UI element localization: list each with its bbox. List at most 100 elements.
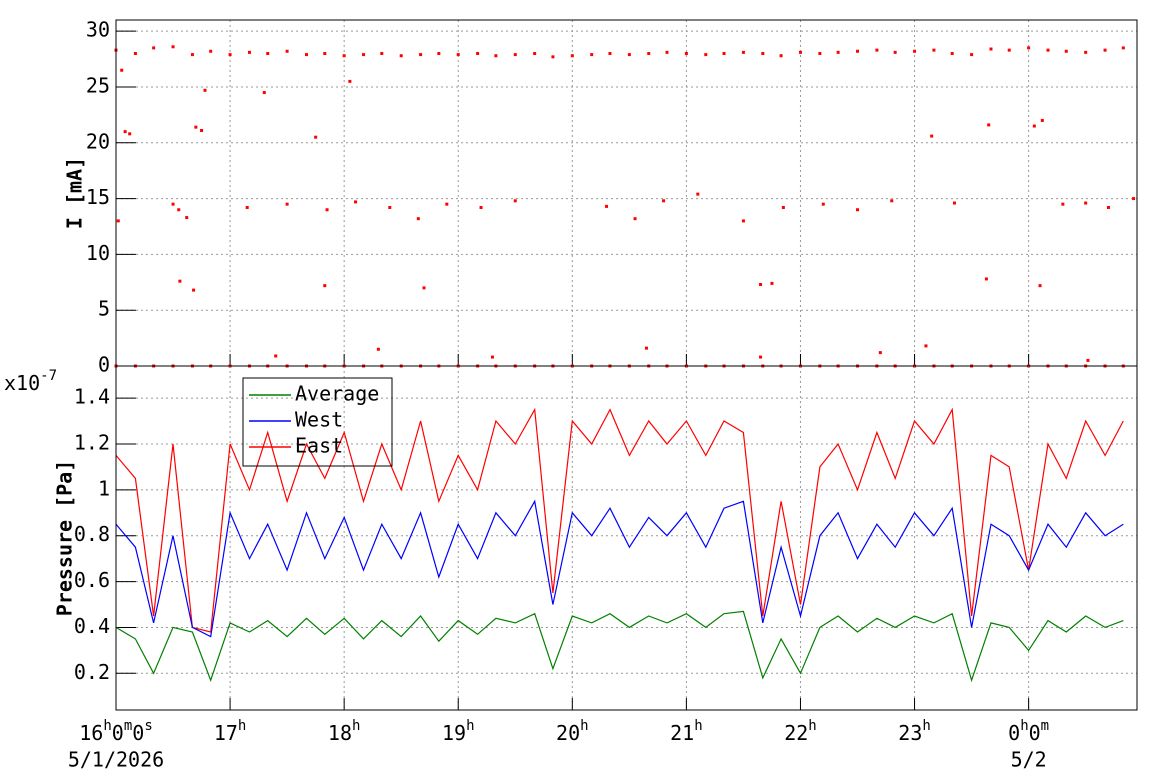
point xyxy=(590,53,594,57)
point xyxy=(323,51,327,55)
x-tick-label: 22h xyxy=(784,718,817,745)
point xyxy=(399,54,403,58)
point xyxy=(171,45,175,49)
point xyxy=(348,79,352,83)
point xyxy=(741,50,745,54)
point xyxy=(987,123,991,127)
x-tick-label: 0h0m xyxy=(1008,718,1049,745)
point xyxy=(1027,46,1031,50)
legend-box xyxy=(242,377,393,467)
point xyxy=(285,202,289,206)
point xyxy=(821,202,825,206)
point xyxy=(984,277,988,281)
x-tick-label: 21h xyxy=(670,718,703,745)
point xyxy=(228,53,232,57)
y-axis-label: Pressure [Pa] xyxy=(53,460,77,617)
plot-area xyxy=(114,45,1136,368)
point xyxy=(362,53,366,57)
y-axis-label: I [mA] xyxy=(63,157,87,229)
point xyxy=(856,208,860,212)
point xyxy=(194,125,198,129)
point xyxy=(513,199,517,203)
point xyxy=(696,192,700,196)
point xyxy=(1032,124,1036,128)
point xyxy=(490,355,494,359)
point xyxy=(1132,197,1136,201)
y-tick-label: 20 xyxy=(86,129,110,153)
x-tick-label: 18h xyxy=(328,718,361,745)
point xyxy=(123,130,127,134)
point xyxy=(856,49,860,53)
point xyxy=(930,134,934,138)
point xyxy=(741,219,745,223)
x-tick-label: 16h0m0s xyxy=(79,718,153,745)
point xyxy=(185,216,189,220)
point xyxy=(893,50,897,54)
x-tick-label: 17h xyxy=(214,718,247,745)
point xyxy=(133,51,137,55)
point xyxy=(878,351,882,355)
point xyxy=(116,219,120,223)
point xyxy=(684,51,688,55)
y-tick-label: 1.4 xyxy=(74,385,110,409)
y-tick-label: 30 xyxy=(86,18,110,42)
point xyxy=(200,128,204,132)
point xyxy=(380,51,384,55)
point xyxy=(1121,46,1125,50)
point xyxy=(952,201,956,205)
point xyxy=(274,354,278,358)
y-tick-label: 1.2 xyxy=(74,430,110,454)
series-line xyxy=(115,407,1124,633)
point xyxy=(647,51,651,55)
point xyxy=(245,206,249,210)
x-tick-label: 23h xyxy=(898,718,931,745)
point xyxy=(192,288,196,292)
point xyxy=(314,135,318,139)
point xyxy=(662,199,666,203)
point xyxy=(177,208,181,212)
y-tick-label: 0 xyxy=(98,353,110,377)
y-tick-label: 5 xyxy=(98,297,110,321)
point xyxy=(950,51,954,55)
point xyxy=(285,49,289,53)
point xyxy=(305,53,309,57)
frame xyxy=(115,365,1138,711)
point xyxy=(1103,48,1107,52)
point xyxy=(262,91,266,95)
point xyxy=(818,51,822,55)
plot-area xyxy=(115,407,1124,683)
date-label: 5/1/2026 xyxy=(68,748,164,772)
point xyxy=(1046,48,1050,52)
point xyxy=(266,51,270,55)
point xyxy=(605,204,609,208)
point xyxy=(190,53,194,57)
point xyxy=(445,202,449,206)
point xyxy=(761,51,765,55)
point xyxy=(644,346,648,350)
point xyxy=(1064,49,1068,53)
point xyxy=(1084,50,1088,54)
point xyxy=(494,54,498,58)
point xyxy=(422,286,426,290)
point xyxy=(779,54,783,58)
point xyxy=(456,53,460,57)
point xyxy=(932,48,936,52)
point xyxy=(1106,206,1110,210)
point xyxy=(759,283,763,287)
point xyxy=(1007,48,1011,52)
point xyxy=(722,51,726,55)
point xyxy=(376,347,380,351)
point xyxy=(476,51,480,55)
point xyxy=(323,284,327,288)
point xyxy=(247,50,251,54)
point xyxy=(171,202,175,206)
point xyxy=(178,279,182,283)
point xyxy=(419,53,423,57)
point xyxy=(203,88,207,92)
y-tick-label: 0.2 xyxy=(74,660,110,684)
point xyxy=(416,217,420,221)
y-tick-label: 15 xyxy=(86,185,110,209)
series-line xyxy=(115,610,1124,683)
point xyxy=(354,200,358,204)
